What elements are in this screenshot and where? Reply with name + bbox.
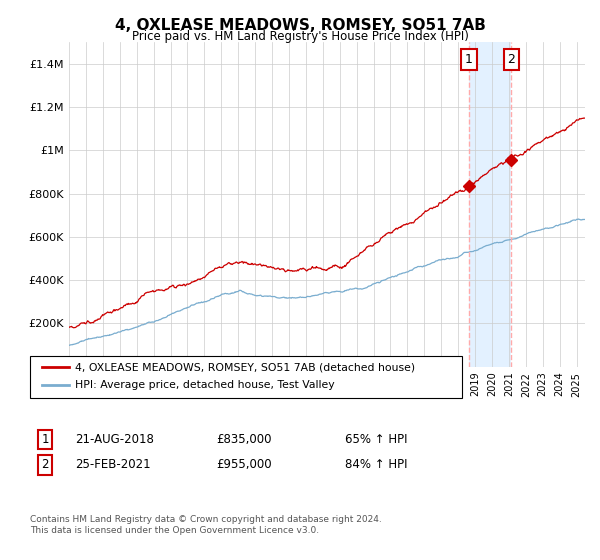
Text: 4, OXLEASE MEADOWS, ROMSEY, SO51 7AB (detached house): 4, OXLEASE MEADOWS, ROMSEY, SO51 7AB (de… — [75, 362, 415, 372]
Text: HPI: Average price, detached house, Test Valley: HPI: Average price, detached house, Test… — [75, 380, 335, 390]
Text: 1: 1 — [41, 433, 49, 446]
Text: 2: 2 — [41, 458, 49, 472]
Text: Contains HM Land Registry data © Crown copyright and database right 2024.
This d: Contains HM Land Registry data © Crown c… — [30, 515, 382, 535]
Text: £955,000: £955,000 — [216, 458, 272, 472]
Text: 1: 1 — [465, 53, 473, 66]
Text: Price paid vs. HM Land Registry's House Price Index (HPI): Price paid vs. HM Land Registry's House … — [131, 30, 469, 43]
Text: 2: 2 — [508, 53, 515, 66]
Text: 25-FEB-2021: 25-FEB-2021 — [75, 458, 151, 472]
Text: 4, OXLEASE MEADOWS, ROMSEY, SO51 7AB: 4, OXLEASE MEADOWS, ROMSEY, SO51 7AB — [115, 18, 485, 33]
Text: 65% ↑ HPI: 65% ↑ HPI — [345, 433, 407, 446]
Text: 21-AUG-2018: 21-AUG-2018 — [75, 433, 154, 446]
Text: 84% ↑ HPI: 84% ↑ HPI — [345, 458, 407, 472]
Bar — [469, 42, 511, 367]
Text: £835,000: £835,000 — [216, 433, 271, 446]
